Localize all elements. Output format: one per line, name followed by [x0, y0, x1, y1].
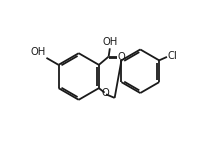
Text: OH: OH — [30, 47, 46, 57]
Text: OH: OH — [102, 37, 117, 47]
Text: O: O — [101, 88, 109, 98]
Text: Cl: Cl — [168, 51, 178, 61]
Text: O: O — [117, 52, 125, 62]
